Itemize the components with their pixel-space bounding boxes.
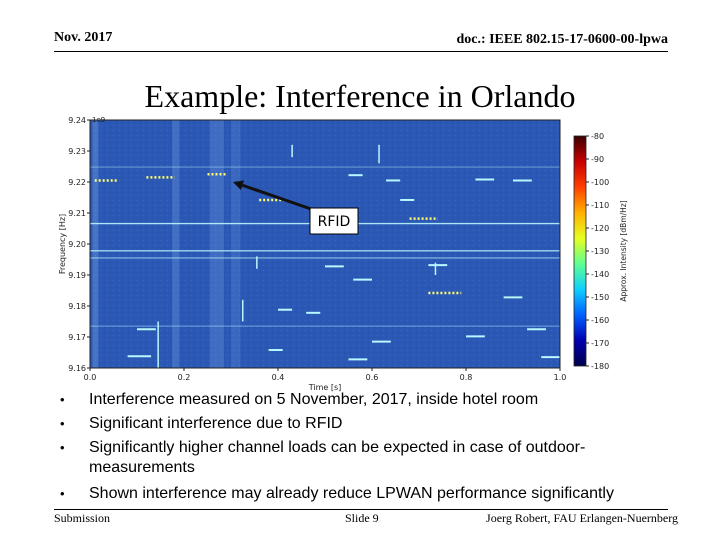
bullet-item: • Shown interference may already reduce L… (58, 484, 688, 504)
colorbar-tick-label: -110 (591, 201, 609, 210)
x-tick-label: 0.0 (84, 373, 97, 382)
plot-area (90, 120, 560, 368)
axes: 9.24 9.23 9.22 9.21 9.20 9.19 9.18 9.17 9.16 1e9 F… (58, 116, 566, 392)
colorbar-tick-label: -120 (591, 224, 609, 233)
rfid-label-box (309, 207, 359, 235)
slide-title: Example: Interference in Orlando (144, 78, 576, 114)
y-tick-label: 9.24 (68, 116, 86, 125)
rfid-arrow (241, 183, 315, 212)
bullet-text: Shown interference may already reduce LP… (89, 485, 614, 502)
footer-submission: Submission (54, 511, 111, 525)
colorbar-scale (573, 135, 587, 367)
header-date: Nov. 2017 (54, 30, 113, 45)
colorbar-tick-label: -180 (591, 362, 609, 371)
plot-noise (90, 120, 560, 368)
bullet-dot: • (60, 486, 65, 501)
rfid-arrow-head (233, 180, 245, 190)
header-doc-id: doc.: IEEE 802.15-17-0600-00-lpwa (456, 32, 668, 47)
broadband-stripe (231, 120, 241, 368)
y-tick-label: 9.23 (68, 147, 86, 156)
spectrogram-svg: 9.24 9.23 9.22 9.21 9.20 9.19 9.18 9.17 9.16 1e9 F… (58, 116, 628, 392)
bullet-dot: • (60, 440, 65, 455)
colorbar-tick-label: -130 (591, 247, 609, 256)
bullet-text: Significant interference due to RFID (89, 415, 343, 432)
colorbar-tick-label: -100 (591, 178, 609, 187)
y-multiplier: 1e9 (92, 116, 105, 124)
y-tick-label: 9.19 (68, 271, 86, 280)
colorbar-label: Approx. Intensity [dBm/Hz] (619, 200, 628, 301)
footer-author: Joerg Robert, FAU Erlangen-Nuernberg (486, 511, 678, 525)
x-tick-label: 0.6 (366, 373, 379, 382)
footer-slide-number: Slide 9 (345, 511, 379, 525)
bullet-dot: • (60, 392, 65, 407)
colorbar-tick-label: -140 (591, 270, 609, 279)
bullet-item: • Interference measured on 5 November, 20… (58, 390, 688, 410)
colorbar: -80 -90 -100 -110 -120 -130 -140 -150 -160 -170 -1… (573, 132, 628, 371)
y-tick-label: 9.16 (68, 364, 86, 373)
colorbar-tick-label: -80 (591, 132, 604, 141)
y-tick-label: 9.18 (68, 302, 86, 311)
broadband-stripe (172, 120, 180, 368)
colorbar-tick-label: -150 (591, 293, 609, 302)
x-tick-label: 0.2 (178, 373, 191, 382)
bullet-item: • Significant interference due to RFID (58, 414, 688, 434)
broadband-stripe (92, 120, 99, 368)
bullet-text: Significantly higher channel loads can b… (89, 439, 586, 476)
bullet-list: • Interference measured on 5 November, 20… (58, 390, 688, 508)
bullet-dot: • (60, 416, 65, 431)
y-tick-label: 9.17 (68, 333, 86, 342)
bullet-text: Interference measured on 5 November, 201… (89, 391, 539, 408)
rfid-callout: RFID (233, 180, 359, 235)
spectrogram-marks (90, 120, 560, 368)
colorbar-tick-label: -90 (591, 155, 604, 164)
x-tick-label: 0.8 (460, 373, 473, 382)
header-divider (54, 51, 668, 52)
x-tick-label: 0.4 (272, 373, 285, 382)
y-tick-label: 9.21 (68, 209, 86, 218)
y-tick-label: 9.20 (68, 240, 86, 249)
x-tick-label: 1.0 (554, 373, 567, 382)
footer-divider (54, 509, 668, 510)
y-tick-label: 9.22 (68, 178, 86, 187)
x-axis-label: Time [s] (308, 383, 342, 392)
bullet-item: • Significantly higher channel loads can … (58, 438, 688, 478)
rfid-label: RFID (318, 214, 351, 230)
colorbar-tick-label: -160 (591, 316, 609, 325)
spectrogram-figure: 9.24 9.23 9.22 9.21 9.20 9.19 9.18 9.17 9.16 1e9 F… (58, 114, 638, 392)
broadband-stripe (209, 120, 224, 368)
colorbar-tick-label: -170 (591, 339, 609, 348)
y-axis-label: Frequency [Hz] (58, 214, 67, 274)
